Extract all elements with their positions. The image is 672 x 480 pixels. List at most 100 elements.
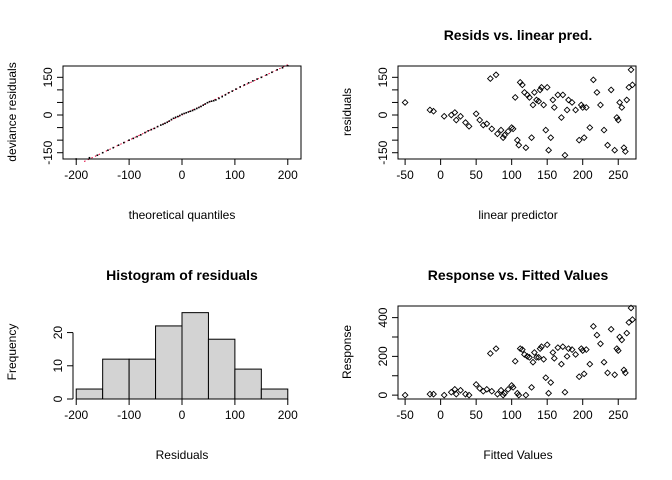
qq-point <box>221 95 223 98</box>
resp-point <box>542 374 550 382</box>
resid-point <box>430 107 437 115</box>
resid-point <box>401 99 409 106</box>
qq-y-label: deviance residuals <box>5 62 19 161</box>
qq-point <box>164 122 166 125</box>
resp-x-tick-label: 200 <box>573 408 593 422</box>
qq-point <box>117 144 120 146</box>
qq-point <box>227 92 230 94</box>
resp-point <box>440 391 448 399</box>
resp-point <box>554 344 562 352</box>
resid-point <box>572 106 580 114</box>
resid-point <box>582 104 590 111</box>
resid-point <box>586 124 594 132</box>
resid-point <box>540 101 548 109</box>
resp-y-label: Response <box>340 325 354 379</box>
resp-point <box>430 390 437 398</box>
resid-point <box>611 146 619 154</box>
hist-plot-panel: Histogram of residuals Residuals Frequen… <box>5 267 298 462</box>
resid-point <box>547 134 555 142</box>
resid-point <box>616 99 624 106</box>
qq-point <box>179 114 181 117</box>
qq-x-tick-label: 0 <box>179 168 186 182</box>
resp-y-tick-label: 0 <box>376 391 390 398</box>
qq-point <box>107 149 109 152</box>
resp-point <box>621 369 629 377</box>
qq-y-tick-label: 150 <box>41 67 55 87</box>
resp-point <box>457 386 464 394</box>
resid-point <box>623 96 631 104</box>
resp-point <box>593 331 601 339</box>
qq-point <box>187 111 190 113</box>
resp-point <box>625 319 633 326</box>
qq-point <box>181 113 183 116</box>
qq-point <box>156 125 159 128</box>
resid-x-tick-label: 150 <box>537 168 557 182</box>
resp-x-tick-label: 100 <box>502 408 522 422</box>
resp-point <box>530 349 538 356</box>
resp-point <box>525 353 533 361</box>
qq-point <box>112 146 115 149</box>
hist-x-label: Residuals <box>156 448 209 462</box>
resp-point <box>488 387 496 395</box>
qq-point <box>224 94 227 96</box>
resid-point <box>426 106 434 114</box>
resp-point <box>452 390 460 398</box>
hist-bar <box>181 312 209 400</box>
resid-y-label: residuals <box>340 88 354 136</box>
qq-point <box>276 68 278 71</box>
qq-x-label: theoretical quantiles <box>129 208 236 222</box>
hist-title: Histogram of residuals <box>106 267 258 283</box>
resid-point <box>557 114 565 121</box>
qq-y-ticks: -150 0 150 <box>41 67 63 165</box>
resid-point <box>483 120 491 128</box>
qq-point <box>174 116 177 119</box>
qq-x-tick-label: -200 <box>64 168 88 182</box>
resid-point <box>497 126 505 134</box>
resid-point <box>550 104 558 111</box>
resid-point <box>492 71 500 79</box>
resp-point <box>600 358 608 366</box>
resp-point <box>623 329 631 337</box>
resid-point <box>545 146 553 154</box>
resid-title: Resids vs. linear pred. <box>444 27 593 43</box>
resp-point <box>572 351 580 358</box>
resp-point <box>522 391 530 399</box>
qq-point <box>243 84 246 86</box>
resp-x-tick-label: 250 <box>608 408 628 422</box>
resid-x-tick-label: 0 <box>437 168 444 182</box>
resid-point <box>501 131 509 139</box>
resp-point <box>486 350 494 357</box>
resid-point <box>563 106 571 114</box>
resp-point <box>465 391 473 399</box>
resid-point <box>499 134 507 142</box>
resid-point <box>530 88 538 96</box>
qq-point <box>208 100 211 103</box>
resp-point <box>575 373 583 381</box>
resp-point <box>568 346 576 354</box>
resid-y-tick-label: 150 <box>376 67 390 87</box>
resid-point <box>452 116 460 124</box>
resid-y-tick-label: 0 <box>376 111 390 118</box>
resp-point <box>550 354 558 362</box>
resp-point <box>543 341 551 349</box>
resp-y-tick-label: 200 <box>376 346 390 366</box>
resid-point <box>565 96 572 104</box>
resp-point <box>618 336 626 344</box>
qq-point <box>150 128 153 131</box>
qq-point <box>185 111 188 114</box>
resp-point <box>559 343 567 351</box>
resid-point <box>504 127 512 135</box>
qq-point <box>153 127 156 130</box>
resp-point <box>528 383 536 391</box>
resid-point <box>529 101 537 109</box>
qq-point <box>235 88 237 90</box>
resid-point <box>518 81 526 89</box>
resp-point <box>401 391 409 399</box>
resid-x-tick-label: 50 <box>469 168 483 182</box>
resp-x-tick-label: 0 <box>437 408 444 422</box>
resid-point <box>568 99 576 106</box>
resp-point <box>614 347 622 354</box>
resid-point <box>479 121 487 129</box>
hist-y-tick-label: 0 <box>51 395 65 402</box>
qq-plot-frame <box>62 65 302 160</box>
